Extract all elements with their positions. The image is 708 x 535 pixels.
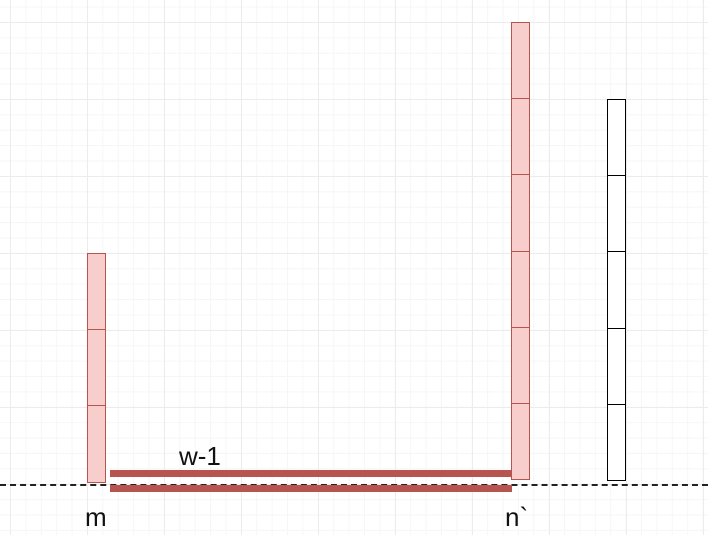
width-line-top (110, 470, 512, 477)
width-label: w-1 (179, 441, 221, 471)
bar-segment (511, 250, 530, 328)
bar-segment (511, 174, 530, 252)
bar-segment (511, 326, 530, 404)
bar-segment (87, 329, 106, 407)
bar-segment (607, 327, 626, 405)
bar-right (607, 99, 626, 481)
bar-n (511, 22, 530, 481)
bar-segment (511, 402, 530, 481)
width-line-bottom (110, 485, 512, 492)
bar-segment (511, 98, 530, 176)
bar-segment (87, 253, 106, 331)
bar-segment (87, 405, 106, 483)
label-n: n` (505, 502, 529, 532)
bar-segment (511, 22, 530, 100)
bar-segment (607, 251, 626, 329)
bar-segment (607, 175, 626, 253)
bar-m (87, 253, 106, 483)
bar-segment (607, 403, 626, 481)
bar-segment (607, 99, 626, 177)
label-m: m (85, 502, 107, 532)
